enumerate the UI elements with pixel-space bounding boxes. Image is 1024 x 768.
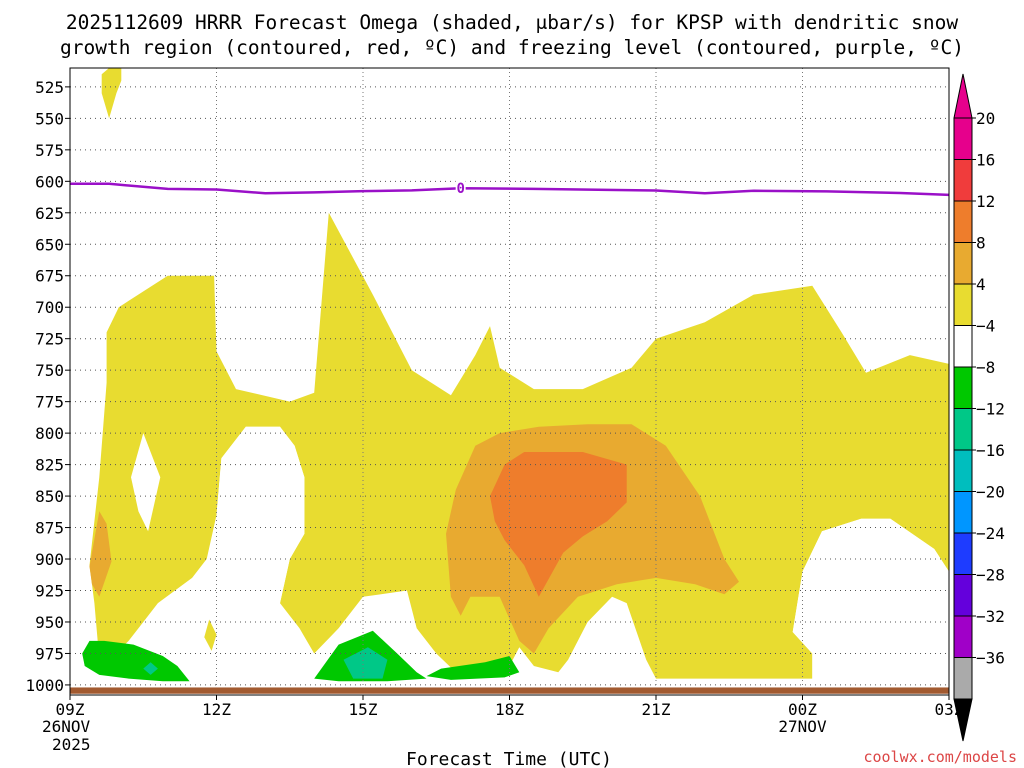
colorbar-swatch-12	[953, 574, 973, 617]
grid-lines	[70, 68, 949, 695]
y-tick-label-875: 875	[35, 519, 64, 538]
x-tick-label-21Z: 21Z	[642, 700, 671, 719]
omega-shading	[82, 68, 949, 683]
y-tick-label-925: 925	[35, 582, 64, 601]
colorbar-bottom-arrow	[953, 698, 973, 742]
colorbar-swatch-2	[953, 159, 973, 202]
calm-region-3	[792, 518, 949, 683]
y-tick-label-825: 825	[35, 456, 64, 475]
omega-region-7	[82, 640, 190, 682]
surface-band-layer	[70, 687, 949, 694]
y-tick-label-775: 775	[35, 393, 64, 412]
y-tick-label-525: 525	[35, 78, 64, 97]
y-tick-label-650: 650	[35, 235, 64, 254]
omega-region-1	[101, 68, 122, 119]
colorbar-label-8: −12	[976, 400, 1005, 419]
x-tick-label-15Z: 15Z	[349, 700, 378, 719]
colorbar-label-6: −4	[976, 317, 995, 336]
x-year-label-2025: 2025	[52, 735, 91, 754]
x-axis-label: Forecast Time (UTC)	[406, 749, 612, 768]
freezing-level-label-bg	[455, 180, 466, 197]
y-tick-label-550: 550	[35, 109, 64, 128]
y-tick-label-950: 950	[35, 613, 64, 632]
colorbar-swatch-7	[953, 366, 973, 409]
colorbar-label-7: −8	[976, 358, 995, 377]
omega-region-12	[143, 662, 158, 675]
x-tick-label-18Z: 18Z	[495, 700, 524, 719]
y-axis-ticks: 525 550 575 600 625 650 675 700 725 750 775 800 825 8…	[25, 78, 70, 695]
surface-band	[70, 687, 949, 694]
chart-title-line1: 2025112609 HRRR Forecast Omega (shaded, …	[66, 11, 958, 34]
colorbar-swatch-10	[953, 491, 973, 534]
omega-region-6	[490, 452, 627, 597]
y-tick-label-975: 975	[35, 644, 64, 663]
colorbar-label-10: −20	[976, 483, 1005, 502]
x-tick-label-09Z: 09Z	[56, 700, 85, 719]
credit-text: coolwx.com/models	[863, 748, 1017, 766]
freezing-level-layer: 0	[70, 180, 950, 197]
colorbar-label-13: −32	[976, 607, 1005, 626]
colorbar-swatch-11	[953, 532, 973, 575]
colorbar-swatch-8	[953, 408, 973, 451]
chart-title-line2: growth region (contoured, red, ºC) and f…	[60, 36, 964, 59]
colorbar-label-1: 20	[976, 109, 995, 128]
colorbar-swatch-13	[953, 615, 973, 658]
y-tick-label-900: 900	[35, 550, 64, 569]
y-tick-label-625: 625	[35, 204, 64, 223]
colorbar-swatch-3	[953, 200, 973, 243]
calm-region-1	[131, 433, 161, 532]
colorbar-swatch-4	[953, 242, 973, 285]
calm-region-2	[216, 426, 305, 604]
colorbar-label-5: 4	[976, 275, 986, 294]
colorbar-top-arrow	[953, 73, 973, 119]
x-tick-label-00Z: 00Z	[788, 700, 817, 719]
omega-region-11	[343, 647, 388, 679]
y-tick-label-850: 850	[35, 487, 64, 506]
y-tick-label-700: 700	[35, 298, 64, 317]
colorbar-label-14: −36	[976, 649, 1005, 668]
omega-region-3	[204, 619, 217, 651]
x-tick-label-12Z: 12Z	[202, 700, 231, 719]
omega-region-9	[426, 656, 520, 680]
colorbar-label-3: 12	[976, 192, 995, 211]
colorbar: 20 16 12 8 4 −4 −8 −12 −16 −20 −24 −28 −32 −36	[953, 73, 1005, 742]
y-tick-label-575: 575	[35, 141, 64, 160]
colorbar-swatch-5	[953, 283, 973, 326]
colorbar-label-4: 8	[976, 234, 986, 253]
y-tick-label-1000: 1000	[25, 676, 64, 695]
colorbar-label-2: 16	[976, 151, 995, 170]
y-tick-label-675: 675	[35, 267, 64, 286]
colorbar-swatch-14	[953, 657, 973, 700]
y-tick-label-800: 800	[35, 424, 64, 443]
colorbar-swatch-1	[953, 117, 973, 160]
y-tick-label-725: 725	[35, 330, 64, 349]
y-tick-label-600: 600	[35, 172, 64, 191]
x-date-label-27NOV: 27NOV	[778, 717, 827, 736]
colorbar-label-12: −28	[976, 566, 1005, 585]
x-date-label-26NOV: 26NOV	[42, 717, 91, 736]
colorbar-label-9: −16	[976, 441, 1005, 460]
omega-region-4	[89, 511, 112, 597]
colorbar-label-11: −24	[976, 524, 1005, 543]
colorbar-swatch-6	[953, 325, 973, 368]
y-tick-label-750: 750	[35, 361, 64, 380]
freezing-level-label: 0	[456, 181, 464, 197]
colorbar-swatch-9	[953, 449, 973, 492]
